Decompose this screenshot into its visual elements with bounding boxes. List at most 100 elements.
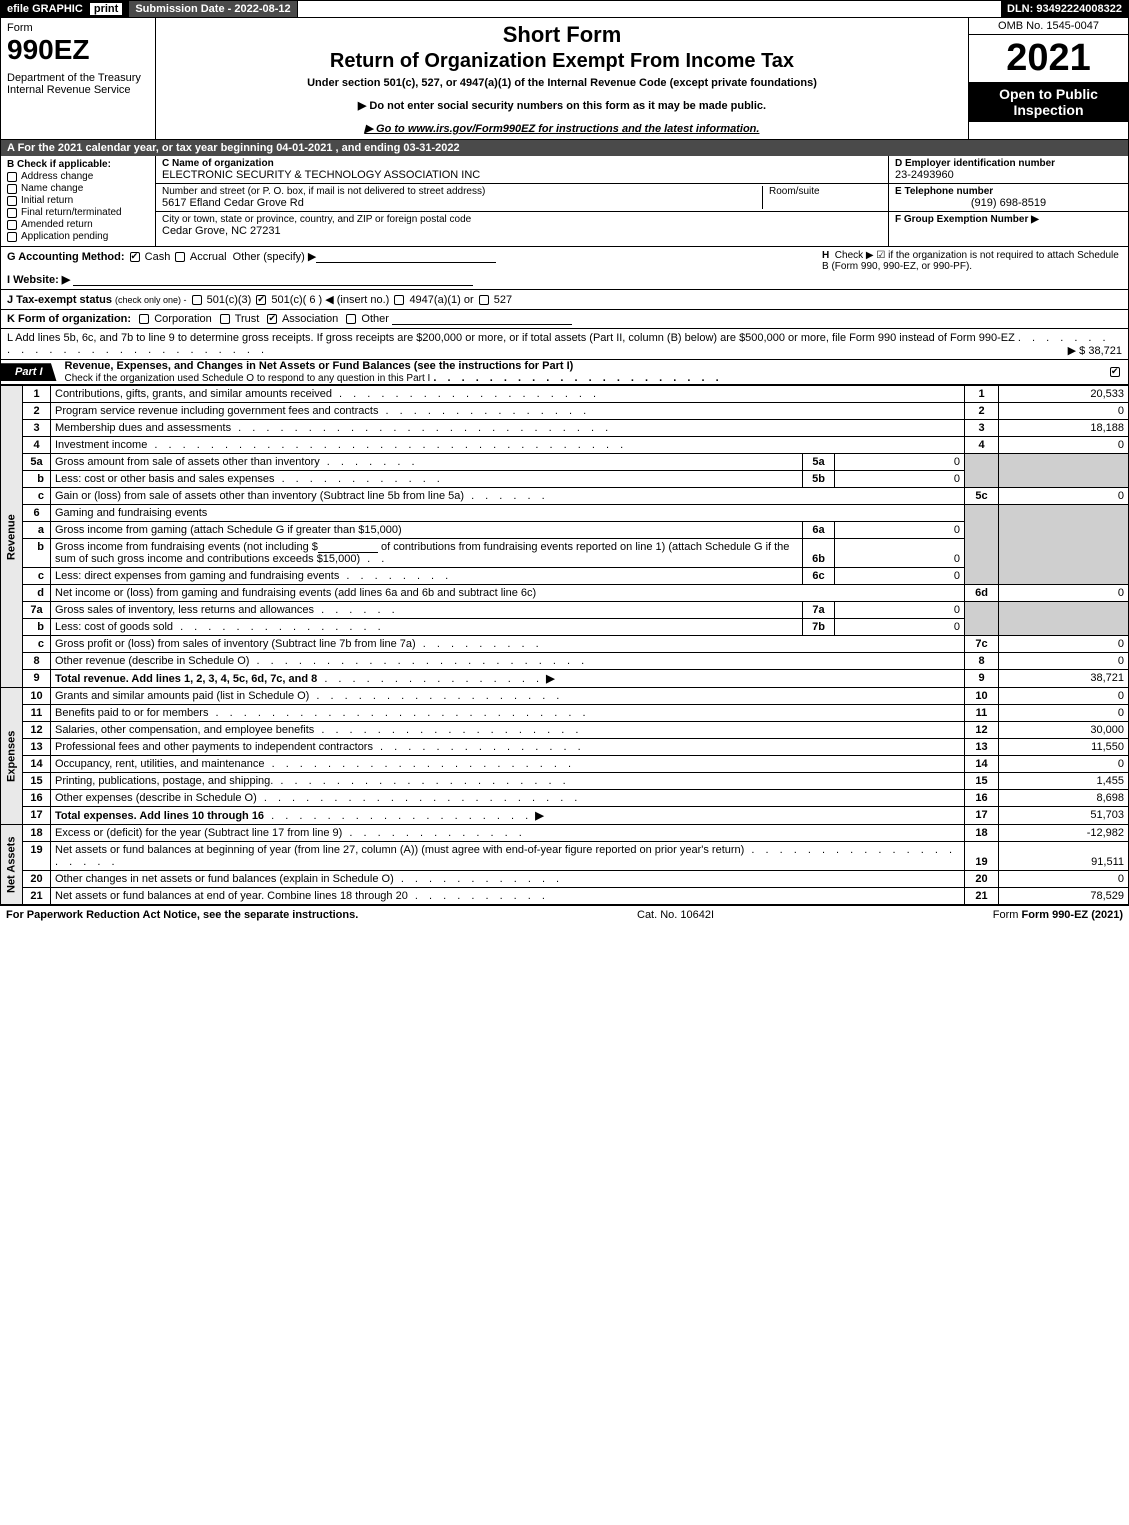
inner-val: 0 bbox=[835, 619, 965, 636]
row-k: K Form of organization: Corporation Trus… bbox=[0, 310, 1129, 329]
line-desc: Gross sales of inventory, less returns a… bbox=[55, 604, 314, 616]
contrib-input[interactable] bbox=[318, 541, 378, 553]
opt-501c3: 501(c)(3) bbox=[207, 294, 252, 306]
line-val: 51,703 bbox=[999, 807, 1129, 825]
chk-501c3[interactable] bbox=[192, 295, 202, 305]
line-19: 19 Net assets or fund balances at beginn… bbox=[1, 842, 1129, 871]
chk-trust[interactable] bbox=[220, 314, 230, 324]
lineno: 20 bbox=[23, 871, 51, 888]
accrual-label: Accrual bbox=[190, 251, 227, 263]
chk-amended-return[interactable]: Amended return bbox=[7, 219, 149, 230]
line-val: 0 bbox=[999, 756, 1129, 773]
line-6c: c Less: direct expenses from gaming and … bbox=[1, 568, 1129, 585]
inner-label: 5a bbox=[803, 454, 835, 471]
line-desc: Occupancy, rent, utilities, and maintena… bbox=[55, 758, 265, 770]
line-desc: Other changes in net assets or fund bala… bbox=[55, 873, 394, 885]
part-1-subtitle: Check if the organization used Schedule … bbox=[65, 373, 431, 384]
lineno: 7a bbox=[23, 602, 51, 619]
line-num: 19 bbox=[965, 842, 999, 871]
form-label: Form bbox=[7, 22, 149, 34]
line-num: 10 bbox=[965, 688, 999, 705]
inner-label: 7b bbox=[803, 619, 835, 636]
chk-accrual[interactable] bbox=[175, 252, 185, 262]
line-val: 8,698 bbox=[999, 790, 1129, 807]
line-7b: b Less: cost of goods sold . . . . . . .… bbox=[1, 619, 1129, 636]
netassets-section-label: Net Assets bbox=[1, 825, 23, 905]
chk-address-change[interactable]: Address change bbox=[7, 171, 149, 182]
line-desc: Other expenses (describe in Schedule O) bbox=[55, 792, 257, 804]
lineno: b bbox=[23, 539, 51, 568]
line-val: 0 bbox=[999, 488, 1129, 505]
lineno: a bbox=[23, 522, 51, 539]
lineno: b bbox=[23, 619, 51, 636]
line-desc: Total revenue. Add lines 1, 2, 3, 4, 5c,… bbox=[55, 673, 317, 685]
part-1-title: Revenue, Expenses, and Changes in Net As… bbox=[57, 360, 1108, 384]
grey-cell bbox=[965, 505, 999, 585]
form-of-org-label: K Form of organization: bbox=[7, 313, 131, 325]
h-label: H bbox=[822, 250, 829, 261]
row-i: I Website: ▶ bbox=[7, 273, 802, 286]
line-val: 0 bbox=[999, 688, 1129, 705]
tax-year: 2021 bbox=[969, 35, 1128, 82]
row-j: J Tax-exempt status (check only one) - 5… bbox=[0, 290, 1129, 310]
inner-label: 7a bbox=[803, 602, 835, 619]
lineno: c bbox=[23, 488, 51, 505]
inner-val: 0 bbox=[835, 539, 965, 568]
form-rev: Form Form 990-EZ (2021) bbox=[993, 909, 1123, 921]
opt-other: Other bbox=[361, 313, 389, 325]
chk-final-return[interactable]: Final return/terminated bbox=[7, 207, 149, 218]
website-input[interactable] bbox=[73, 274, 473, 286]
chk-527[interactable] bbox=[479, 295, 489, 305]
topbar-spacer bbox=[298, 1, 1001, 17]
chk-4947[interactable] bbox=[394, 295, 404, 305]
cat-number: Cat. No. 10642I bbox=[358, 909, 992, 921]
line-desc: Membership dues and assessments bbox=[55, 422, 231, 434]
line-5b: b Less: cost or other basis and sales ex… bbox=[1, 471, 1129, 488]
inner-val: 0 bbox=[835, 602, 965, 619]
box-f-group: F Group Exemption Number ▶ bbox=[889, 212, 1128, 227]
form-rev-text: Form 990-EZ (2021) bbox=[1022, 909, 1123, 921]
lineno: 6 bbox=[23, 505, 51, 522]
form-title: Return of Organization Exempt From Incom… bbox=[166, 50, 958, 73]
line-val: 0 bbox=[999, 636, 1129, 653]
efile-badge: efile GRAPHIC print bbox=[1, 1, 129, 17]
submission-date: Submission Date - 2022-08-12 bbox=[129, 1, 297, 17]
chk-name-change[interactable]: Name change bbox=[7, 183, 149, 194]
arrow-icon: ▶ bbox=[546, 673, 554, 685]
line-desc: Net assets or fund balances at beginning… bbox=[55, 844, 744, 856]
line-desc: Benefits paid to or for members bbox=[55, 707, 208, 719]
print-button[interactable]: print bbox=[90, 3, 122, 15]
line-val: 0 bbox=[999, 653, 1129, 670]
line-num: 18 bbox=[965, 825, 999, 842]
line-desc: Net assets or fund balances at end of ye… bbox=[55, 890, 408, 902]
line-val: -12,982 bbox=[999, 825, 1129, 842]
line-5a: 5a Gross amount from sale of assets othe… bbox=[1, 454, 1129, 471]
schedule-o-checkbox[interactable] bbox=[1108, 366, 1122, 378]
chk-501c[interactable] bbox=[256, 295, 266, 305]
chk-other-org[interactable] bbox=[346, 314, 356, 324]
line-7a: 7a Gross sales of inventory, less return… bbox=[1, 602, 1129, 619]
row-h: H Check ▶ ☑ if the organization is not r… bbox=[822, 250, 1122, 272]
org-name-row: C Name of organization ELECTRONIC SECURI… bbox=[156, 156, 888, 184]
line-12: 12 Salaries, other compensation, and emp… bbox=[1, 722, 1129, 739]
line-desc: Investment income bbox=[55, 439, 147, 451]
other-label: Other (specify) ▶ bbox=[233, 251, 317, 263]
inner-val: 0 bbox=[835, 454, 965, 471]
other-org-input[interactable] bbox=[392, 313, 572, 325]
line-desc: Gaming and fundraising events bbox=[55, 507, 207, 519]
chk-cash[interactable] bbox=[130, 252, 140, 262]
lineno: 13 bbox=[23, 739, 51, 756]
lineno: c bbox=[23, 636, 51, 653]
chk-corporation[interactable] bbox=[139, 314, 149, 324]
line-6b: b Gross income from fundraising events (… bbox=[1, 539, 1129, 568]
other-specify-input[interactable] bbox=[316, 251, 496, 263]
chk-initial-return[interactable]: Initial return bbox=[7, 195, 149, 206]
chk-application-pending[interactable]: Application pending bbox=[7, 231, 149, 242]
grey-cell bbox=[999, 602, 1129, 636]
line-val: 78,529 bbox=[999, 888, 1129, 905]
line-6: 6 Gaming and fundraising events bbox=[1, 505, 1129, 522]
instructions-link[interactable]: ▶ Go to www.irs.gov/Form990EZ for instru… bbox=[365, 123, 760, 135]
chk-association[interactable] bbox=[267, 314, 277, 324]
lineno: 12 bbox=[23, 722, 51, 739]
opt-4947: 4947(a)(1) or bbox=[409, 294, 473, 306]
